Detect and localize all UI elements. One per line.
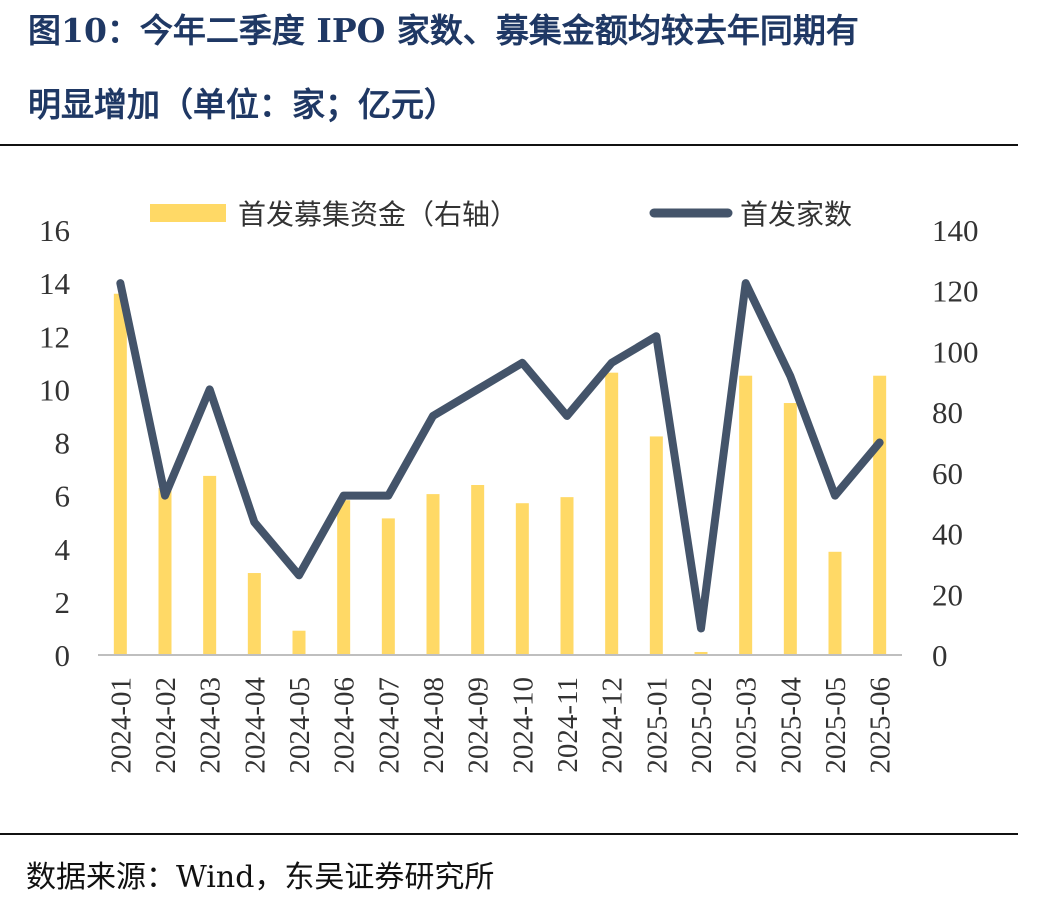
x-tick-label: 2025-04: [775, 677, 807, 774]
bar-2025-01: [649, 436, 663, 655]
right-axis-ticks: 0 20 40 60 80 100 120 140: [932, 213, 979, 673]
bar-2024-02: [158, 488, 172, 655]
left-tick-label: 8: [55, 426, 71, 461]
x-tick-label: 2024-11: [552, 677, 584, 773]
bar-2025-05: [828, 551, 842, 655]
x-tick-label: 2024-07: [373, 677, 405, 774]
right-tick-label: 0: [932, 638, 948, 673]
bottom-rule: [0, 833, 1018, 835]
left-tick-label: 0: [55, 638, 71, 673]
right-tick-label: 40: [932, 517, 963, 552]
x-tick-label: 2025-05: [820, 677, 852, 774]
x-tick-label: 2024-12: [597, 677, 629, 774]
x-tick-label: 2025-02: [686, 677, 718, 774]
left-tick-label: 14: [39, 266, 71, 301]
bar-2024-06: [337, 500, 351, 655]
bar-2024-09: [471, 485, 485, 655]
left-axis-ticks: 0 2 4 6 8 10 12 14 16: [39, 213, 71, 673]
bar-2025-04: [783, 403, 797, 655]
x-tick-label: 2024-09: [463, 677, 495, 774]
x-tick-label: 2024-02: [150, 677, 182, 774]
bar-2025-06: [873, 375, 887, 655]
legend-bar-swatch: [150, 204, 226, 222]
x-tick-label: 2025-06: [865, 677, 897, 774]
x-tick-label: 2025-03: [731, 677, 763, 774]
x-tick-label: 2024-06: [329, 677, 361, 774]
left-tick-label: 2: [55, 585, 71, 620]
bar-2024-12: [605, 372, 619, 655]
top-rule: [0, 144, 1018, 146]
line-series: [116, 279, 884, 633]
bar-2024-05: [292, 630, 306, 655]
bar-2024-10: [515, 503, 529, 655]
bar-2024-07: [381, 518, 395, 655]
legend: 首发募集资金（右轴） 首发家数: [150, 198, 852, 231]
x-tick-label: 2024-10: [507, 677, 539, 774]
bar-series: [113, 293, 887, 655]
x-axis-ticks: 2024-01 2024-02 2024-03 2024-04 2024-05 2024-…: [105, 677, 896, 774]
x-tick-label: 2024-05: [284, 677, 316, 774]
right-tick-label: 20: [932, 577, 963, 612]
right-tick-label: 80: [932, 395, 963, 430]
left-tick-label: 6: [55, 479, 71, 514]
bar-2024-04: [247, 573, 261, 655]
x-tick-label: 2024-08: [418, 677, 450, 774]
chart-title-line-1: 图10：今年二季度 IPO 家数、募集金额均较去年同期有: [28, 11, 859, 50]
legend-bar-label: 首发募集资金（右轴）: [238, 198, 518, 231]
source-note: 数据来源：Wind，东吴证券研究所: [26, 860, 495, 895]
legend-line-label: 首发家数: [740, 198, 852, 231]
right-tick-label: 100: [932, 334, 979, 369]
x-tick-label: 2024-01: [105, 677, 137, 774]
chart-area: 0 2 4 6 8 10 12 14 16 0 20 40 60 80 100 120 140 2024-01…: [39, 198, 979, 774]
chart-title-line-2: 明显增加（单位：家；亿元）: [28, 85, 457, 124]
bar-2024-03: [203, 475, 217, 655]
x-tick-label: 2024-04: [239, 677, 271, 774]
right-tick-label: 120: [932, 274, 979, 309]
x-tick-label: 2025-01: [641, 677, 673, 774]
right-tick-label: 60: [932, 456, 963, 491]
bar-2024-11: [560, 497, 574, 655]
bar-2025-03: [739, 375, 753, 655]
left-tick-label: 10: [39, 372, 70, 407]
left-tick-label: 12: [39, 319, 70, 354]
bar-2024-01: [113, 293, 127, 655]
left-tick-label: 16: [39, 213, 70, 248]
left-tick-label: 4: [55, 532, 71, 567]
bar-2025-02: [694, 651, 708, 655]
bar-2024-08: [426, 494, 440, 655]
x-tick-label: 2024-03: [195, 677, 227, 774]
right-tick-label: 140: [932, 213, 979, 248]
